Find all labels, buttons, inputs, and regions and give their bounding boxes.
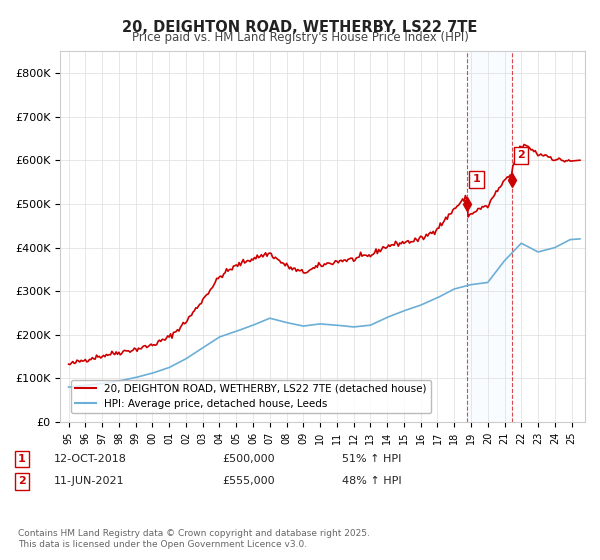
Bar (467, 52, 512, 422)
Text: £500,000: £500,000 (222, 454, 275, 464)
Text: 51% ↑ HPI: 51% ↑ HPI (342, 454, 401, 464)
Text: 48% ↑ HPI: 48% ↑ HPI (342, 477, 401, 487)
Text: £555,000: £555,000 (222, 477, 275, 487)
Text: 1: 1 (473, 174, 480, 184)
Text: 11-JUN-2021: 11-JUN-2021 (54, 477, 125, 487)
Text: 2: 2 (18, 477, 26, 487)
Text: 20, DEIGHTON ROAD, WETHERBY, LS22 7TE: 20, DEIGHTON ROAD, WETHERBY, LS22 7TE (122, 20, 478, 35)
Text: Price paid vs. HM Land Registry's House Price Index (HPI): Price paid vs. HM Land Registry's House … (131, 31, 469, 44)
Text: 2: 2 (517, 150, 525, 160)
Text: 12-OCT-2018: 12-OCT-2018 (54, 454, 127, 464)
Text: 1: 1 (18, 454, 26, 464)
Text: Contains HM Land Registry data © Crown copyright and database right 2025.
This d: Contains HM Land Registry data © Crown c… (18, 529, 370, 549)
Legend: 20, DEIGHTON ROAD, WETHERBY, LS22 7TE (detached house), HPI: Average price, deta: 20, DEIGHTON ROAD, WETHERBY, LS22 7TE (d… (71, 380, 431, 413)
